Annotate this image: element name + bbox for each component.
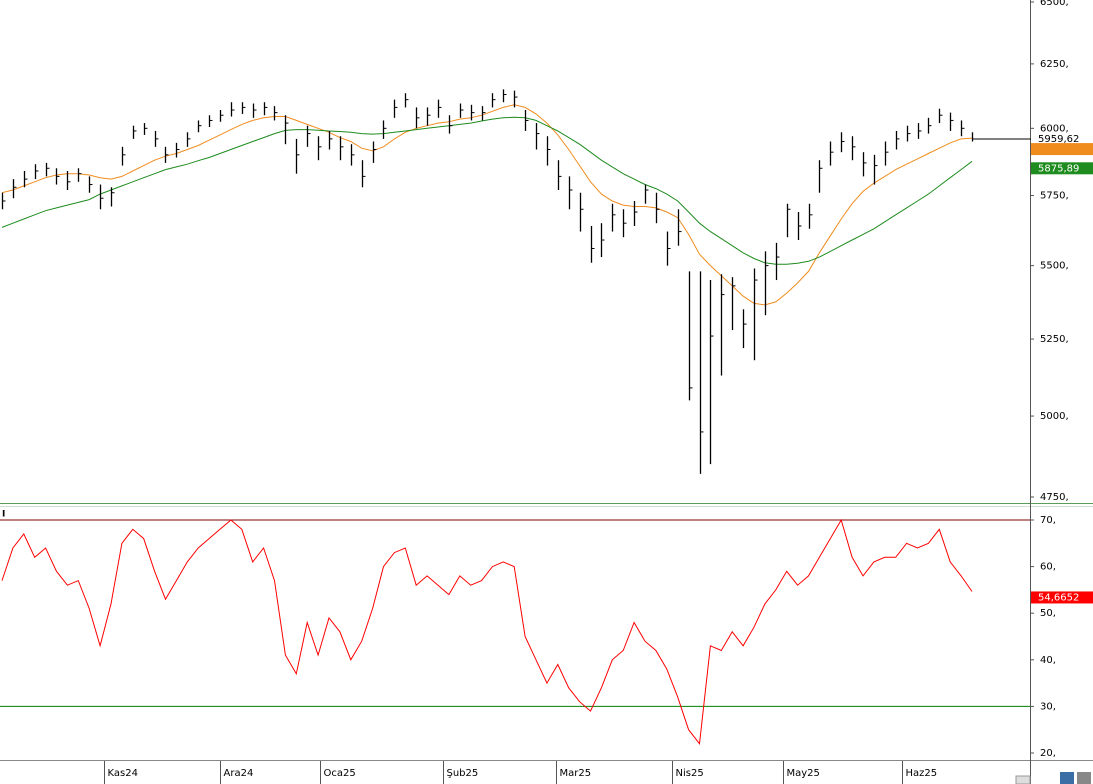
icon (1015, 775, 1031, 784)
moving-average (1, 104, 973, 306)
last-value-box (1031, 162, 1093, 175)
moving-average (1, 116, 973, 265)
y-tick-label: 5000, (1040, 411, 1069, 422)
toolbar-icons (1015, 772, 1091, 784)
x-tick-label: Nis25 (676, 768, 704, 779)
last-value-label: 54,6652 (1038, 592, 1079, 603)
y-tick-label: 6250, (1040, 59, 1069, 70)
x-tick-label: Oca25 (324, 768, 356, 779)
icon[interactable] (1077, 772, 1091, 784)
y-tick-label: 4750, (1040, 492, 1069, 503)
last-value-label: 5875,89 (1038, 163, 1079, 174)
y-tick-label: 20, (1040, 748, 1056, 759)
x-tick-label: May25 (787, 768, 820, 779)
y-tick-label: 6000, (1040, 123, 1069, 134)
icon[interactable] (1060, 772, 1074, 784)
y-tick-label: 30, (1040, 701, 1056, 712)
y-tick-label: 70, (1040, 515, 1056, 526)
y-tick-label: 60, (1040, 562, 1056, 573)
x-tick-label: Ara24 (224, 768, 254, 779)
last-value-box (1031, 143, 1093, 156)
last-value-box (1031, 132, 1093, 145)
panel-label: I (2, 510, 5, 520)
x-tick-label: Kas24 (108, 768, 138, 779)
y-tick-label: 50, (1040, 608, 1056, 619)
y-tick-label: 5750, (1040, 190, 1069, 201)
y-tick-label: 5250, (1040, 334, 1069, 345)
y-tick-label: 5500, (1040, 261, 1069, 272)
x-tick-label: Mar25 (560, 768, 592, 779)
last-value-label: 5959,62 (1038, 134, 1079, 145)
x-tick-label: Şub25 (447, 768, 479, 779)
last-value-box (1031, 591, 1093, 604)
y-tick-label: 40, (1040, 655, 1056, 666)
y-tick-label: 6500, (1040, 0, 1069, 8)
indicator-line (1, 518, 973, 745)
x-tick-label: Haz25 (906, 768, 938, 779)
